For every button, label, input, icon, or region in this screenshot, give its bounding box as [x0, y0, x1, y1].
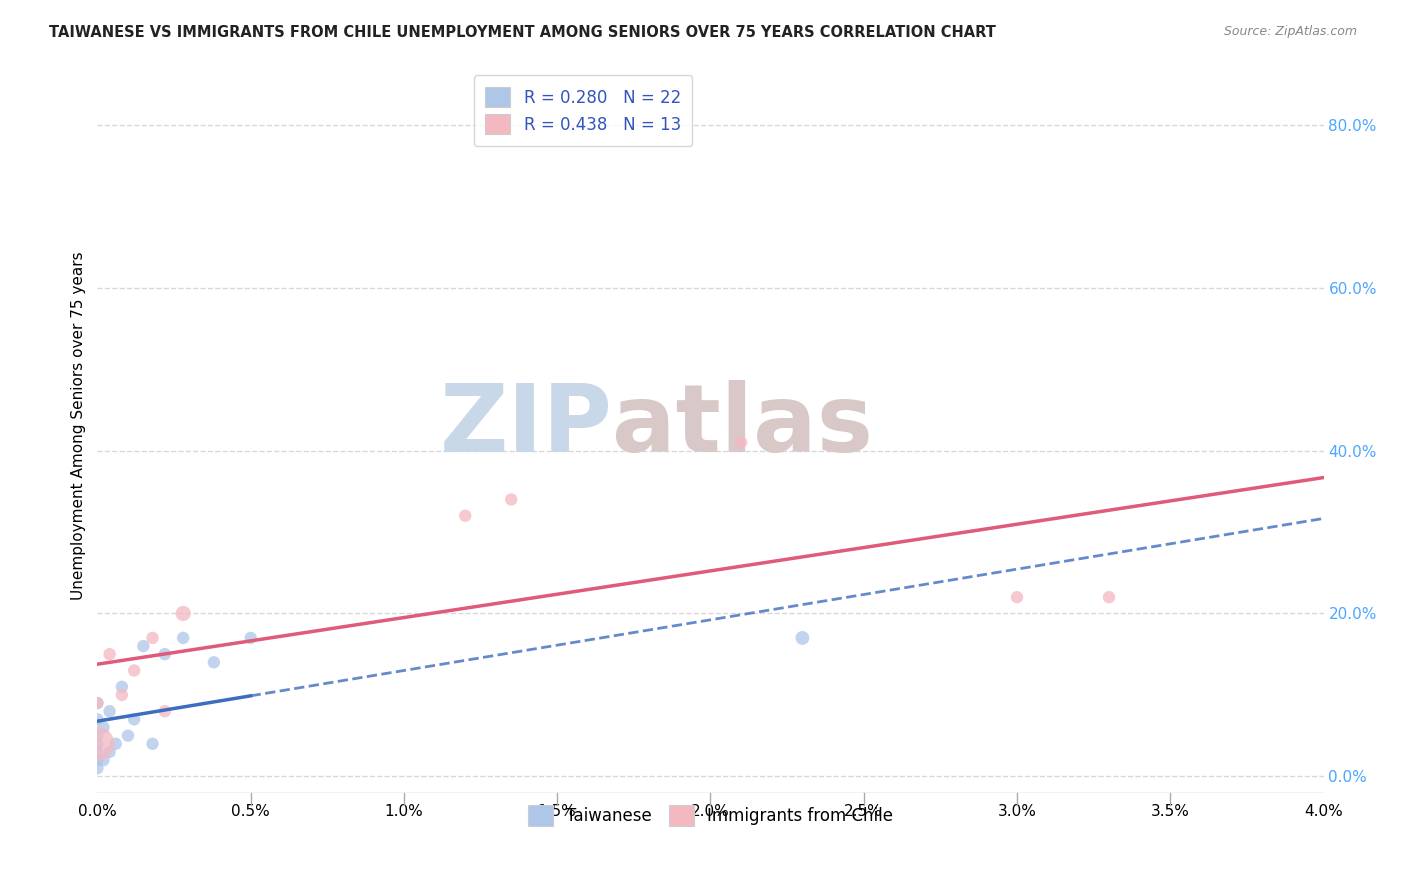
Point — [153, 647, 176, 661]
Point — [1098, 590, 1121, 604]
Point — [86, 745, 108, 759]
Legend: Taiwanese, Immigrants from Chile: Taiwanese, Immigrants from Chile — [517, 796, 903, 836]
Point — [86, 737, 108, 751]
Point — [86, 753, 108, 767]
Point — [730, 435, 752, 450]
Point — [132, 639, 155, 653]
Point — [111, 688, 134, 702]
Point — [172, 631, 194, 645]
Point — [93, 753, 115, 767]
Point — [117, 729, 139, 743]
Point — [98, 647, 121, 661]
Point — [86, 737, 108, 751]
Point — [501, 492, 523, 507]
Point — [202, 656, 225, 670]
Point — [86, 729, 108, 743]
Text: TAIWANESE VS IMMIGRANTS FROM CHILE UNEMPLOYMENT AMONG SENIORS OVER 75 YEARS CORR: TAIWANESE VS IMMIGRANTS FROM CHILE UNEMP… — [49, 25, 995, 40]
Point — [454, 508, 477, 523]
Point — [122, 664, 145, 678]
Point — [111, 680, 134, 694]
Point — [792, 631, 814, 645]
Point — [1005, 590, 1028, 604]
Point — [141, 737, 163, 751]
Point — [93, 721, 115, 735]
Point — [141, 631, 163, 645]
Text: ZIP: ZIP — [440, 380, 613, 472]
Point — [153, 704, 176, 718]
Point — [86, 712, 108, 726]
Point — [172, 607, 194, 621]
Point — [104, 737, 127, 751]
Point — [98, 704, 121, 718]
Point — [86, 696, 108, 710]
Point — [98, 745, 121, 759]
Y-axis label: Unemployment Among Seniors over 75 years: Unemployment Among Seniors over 75 years — [72, 252, 86, 600]
Point — [239, 631, 262, 645]
Text: Source: ZipAtlas.com: Source: ZipAtlas.com — [1223, 25, 1357, 38]
Point — [122, 712, 145, 726]
Point — [86, 696, 108, 710]
Point — [86, 761, 108, 775]
Text: atlas: atlas — [613, 380, 873, 472]
